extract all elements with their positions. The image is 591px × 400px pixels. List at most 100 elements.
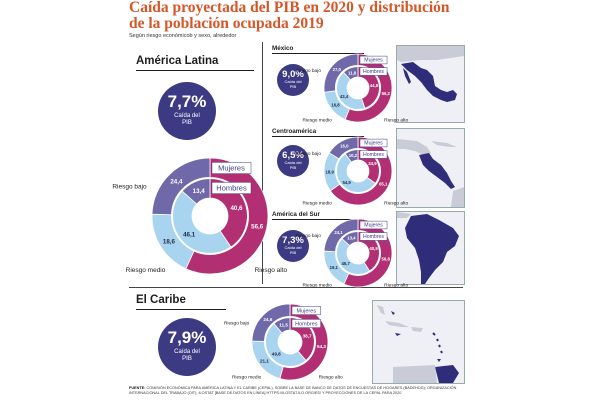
pib-badge-latam: 7,7% Caída del PIB <box>158 82 216 140</box>
tag-mujeres-box <box>359 138 388 148</box>
map-centro-shape <box>397 139 464 207</box>
slice-mujeres-bajo <box>323 218 359 253</box>
slice-hombres-medio <box>172 190 232 254</box>
map-mexico <box>396 45 465 123</box>
page-subtitle: Según riesgo económicob y sexo, alrededo… <box>129 33 237 39</box>
label-riesgo-bajo: Riesgo bajo <box>296 68 322 74</box>
label-riesgo-medio: Riesgo medio <box>303 200 333 206</box>
tag-hombres: Hombres <box>295 321 318 327</box>
tag-hombres-box <box>291 319 321 328</box>
tag-mujeres: Mujeres <box>364 141 383 147</box>
value-label-mujeres-bajo: 27,0 <box>333 67 342 72</box>
donut-chart-centro: 65,1 18,9 16,0 34,9 54,9 10,2 Mujeres Hombres Ri… <box>296 136 408 206</box>
slice-hombres-bajo <box>342 66 359 81</box>
value-label-mujeres-medio: 18,6 <box>163 239 176 246</box>
pib-value: 7,9% <box>167 328 207 347</box>
value-label-hombres-medio: 46,1 <box>183 231 196 238</box>
value-label-mujeres-medio: 18,9 <box>326 169 335 174</box>
value-label-mujeres-bajo: 24,4 <box>170 178 183 185</box>
cuba-land <box>385 321 409 327</box>
region-rule <box>136 70 254 71</box>
value-label-hombres-alto: 34,9 <box>368 161 377 166</box>
label-riesgo-medio: Riesgo medio <box>303 117 333 123</box>
tag-mujeres-box <box>291 306 321 315</box>
value-label-mujeres-alto: 56,6 <box>251 223 264 230</box>
mexico-land <box>401 62 457 102</box>
value-label-hombres-alto: 44,8 <box>370 83 379 88</box>
slice-hombres-medio <box>336 153 376 193</box>
centro-land <box>419 153 455 189</box>
region-title-caribe: El Caribe <box>136 294 186 306</box>
map-caribe-shape <box>377 305 459 383</box>
value-label-mujeres-alto: 56,2 <box>382 91 391 96</box>
value-label-mujeres-bajo: 24,6 <box>263 317 272 322</box>
cuba-land <box>431 141 457 147</box>
value-label-mujeres-medio: 19,1 <box>330 265 339 270</box>
pib-value: 7,7% <box>167 92 207 111</box>
guyana-land <box>435 365 459 383</box>
florida-land <box>377 305 385 315</box>
pib-label: Caída del PIB <box>284 160 302 170</box>
value-label-mujeres-alto: 56,8 <box>381 257 390 262</box>
value-label-hombres-bajo: 13,4 <box>347 236 356 241</box>
tag-mujeres-box <box>359 220 388 230</box>
footer-label: FUENTE: <box>129 386 146 390</box>
jamaica-island <box>395 333 401 336</box>
donut-chart-caribe: 54,3 21,1 24,6 38,7 49,8 11,5 Mujeres Hombres Ri… <box>224 303 343 381</box>
slice-mujeres-bajo <box>323 53 359 93</box>
region-rule <box>272 219 364 220</box>
value-label-hombres-alto: 40,6 <box>230 205 243 212</box>
slice-hombres-bajo <box>273 317 291 334</box>
map-mexico-shape <box>397 46 464 102</box>
pib-value: 9,0% <box>282 69 304 80</box>
tag-mujeres-box <box>211 162 252 174</box>
map-centroamerica <box>396 128 465 208</box>
footer-source: FUENTE: COMISIÓN ECONÓMICA PARA AMÉRICA … <box>129 386 463 395</box>
tag-hombres: Hombres <box>216 183 247 192</box>
map-caribe <box>372 300 465 384</box>
pib-label: Caída del PIB <box>284 245 302 255</box>
donut-chart-mexico: 56,2 16,8 27,0 44,8 43,4 11,8 Mujeres Hombres Ri… <box>296 53 408 123</box>
value-label-hombres-bajo: 10,2 <box>349 153 358 158</box>
label-riesgo-bajo: Riesgo bajo <box>296 233 322 239</box>
region-rule <box>272 53 364 54</box>
label-riesgo-alto: Riesgo alto <box>384 282 408 288</box>
label-riesgo-alto: Riesgo alto <box>384 200 408 206</box>
slice-mujeres-bajo <box>251 303 291 342</box>
map-sudamerica <box>396 211 465 285</box>
label-riesgo-alto: Riesgo alto <box>255 267 288 274</box>
label-riesgo-medio: Riesgo medio <box>303 282 333 288</box>
slice-hombres-medio <box>265 323 307 367</box>
pib-label: Caída del PIB <box>174 349 200 362</box>
region-rule <box>136 309 226 310</box>
value-label-hombres-alto: 38,7 <box>303 333 312 338</box>
label-riesgo-medio: Riesgo medio <box>232 374 262 380</box>
usa-land <box>397 46 464 62</box>
tag-hombres: Hombres <box>363 69 384 75</box>
slice-hombres-medio <box>336 71 366 110</box>
tag-mujeres-box <box>359 55 388 65</box>
value-label-mujeres-bajo: 16,0 <box>340 144 349 149</box>
label-riesgo-alto: Riesgo alto <box>319 374 343 380</box>
pib-value: 7,3% <box>282 235 304 246</box>
pib-label: Caída del PIB <box>174 113 200 126</box>
donut-chart-latam: 56,6 18,6 24,4 40,6 46,1 13,4 Mujeres Hombres Ri… <box>112 157 288 275</box>
tag-mujeres: Mujeres <box>297 308 317 314</box>
pib-label: Caída del PIB <box>284 79 302 89</box>
pib-badge-sur: 7,3% Caída del PIB <box>277 230 309 262</box>
tag-hombres-box <box>211 182 252 194</box>
value-label-mujeres-medio: 16,8 <box>331 103 340 108</box>
sudamerica-land <box>405 214 459 284</box>
label-riesgo-bajo: Riesgo bajo <box>112 183 147 190</box>
value-label-hombres-medio: 54,9 <box>342 180 351 185</box>
pib-badge-centro: 6,5% Caída del PIB <box>277 145 309 177</box>
section-divider <box>262 42 263 284</box>
pib-badge-mexico: 9,0% Caída del PIB <box>277 64 309 96</box>
value-label-hombres-bajo: 13,4 <box>193 188 206 195</box>
tag-mujeres: Mujeres <box>364 58 383 64</box>
region-title-latam: América Latina <box>136 55 219 67</box>
value-label-hombres-medio: 45,7 <box>341 261 350 266</box>
centro-land <box>397 212 411 218</box>
antilles-islands <box>432 332 443 354</box>
region-title-sur: América del Sur <box>272 211 320 218</box>
